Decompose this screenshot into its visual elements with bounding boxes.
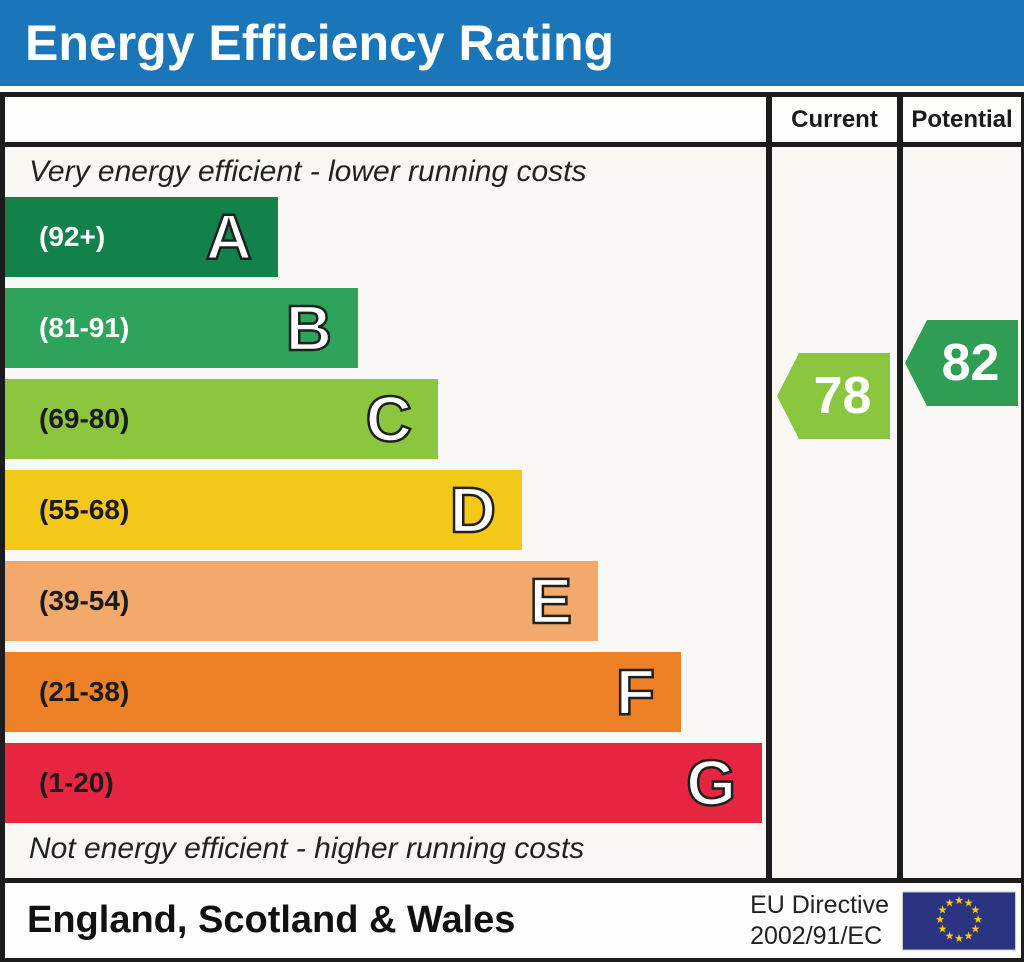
current-rating-arrow: 78 [777,353,890,439]
band-row-c: (69-80) C [5,379,438,459]
band-row-b: (81-91) B [5,288,358,368]
potential-rating-arrow: 82 [905,320,1018,406]
eu-flag-star: ★ [937,923,948,936]
band-letter: A [205,201,254,273]
header-spacer-cell [5,97,766,142]
table-footer: England, Scotland & Wales EU Directive 2… [5,878,1021,958]
band-row-g: (1-20) G [5,743,762,823]
band-range-label: (92+) [39,221,106,252]
band-letter: E [528,565,573,637]
band-row-a: (92+) A [5,197,278,277]
potential-column-divider [897,147,903,878]
rating-bands: (92+) A (81-91) B (69-80) C (55-68) D (39-54) E (2… [5,197,766,823]
eu-flag-star: ★ [973,914,983,926]
rating-table: Current Potential Very energy efficient … [0,92,1024,962]
eu-flag-star: ★ [937,904,948,917]
band-letter: F [615,656,657,728]
band-range-label: (21-38) [39,676,130,707]
current-column-header: Current [766,97,897,142]
band-range-label: (55-68) [39,494,130,525]
eu-flag-star: ★ [935,914,945,926]
eu-flag-star: ★ [944,930,955,943]
eu-flag-star: ★ [963,897,974,910]
eu-flag-star: ★ [944,897,955,910]
eu-directive-label: EU Directive 2002/91/EC [750,890,889,952]
band-range-label: (39-54) [39,585,130,616]
region-label: England, Scotland & Wales [27,899,516,941]
band-letter: C [365,383,414,455]
eu-flag-star: ★ [963,930,974,943]
band-range-label: (69-80) [39,403,130,434]
top-caption: Very energy efficient - lower running co… [29,155,587,188]
band-range-label: (81-91) [39,312,130,343]
page-title: Energy Efficiency Rating [25,15,615,71]
potential-column-header: Potential [897,97,1021,142]
band-letter: B [285,292,334,364]
eu-flag-star: ★ [954,933,964,945]
band-letter: D [449,474,498,546]
band-row-d: (55-68) D [5,470,522,550]
current-rating-value: 78 [813,367,872,425]
bottom-caption: Not energy efficient - higher running co… [29,832,585,865]
band-letter: G [685,747,737,819]
current-column-divider [766,147,772,878]
table-header-row: Current Potential [5,97,1021,147]
eu-flag-star: ★ [970,923,981,936]
eu-flag-icon: ★ ★ ★ ★ ★ ★ ★ ★ ★ ★ ★ ★ [903,892,1015,949]
band-row-f: (21-38) F [5,652,681,732]
eu-directive-line2: 2002/91/EC [750,921,883,950]
table-body: Very energy efficient - lower running co… [5,147,1021,878]
band-row-e: (39-54) E [5,561,598,641]
band-range-label: (1-20) [39,767,114,798]
eu-flag-star: ★ [970,904,981,917]
potential-rating-value: 82 [941,334,1000,392]
chart-header: Energy Efficiency Rating [0,0,1024,86]
bands-zone: Very energy efficient - lower running co… [5,147,766,875]
eu-flag-star: ★ [954,895,964,907]
eu-directive-line1: EU Directive [750,890,889,919]
